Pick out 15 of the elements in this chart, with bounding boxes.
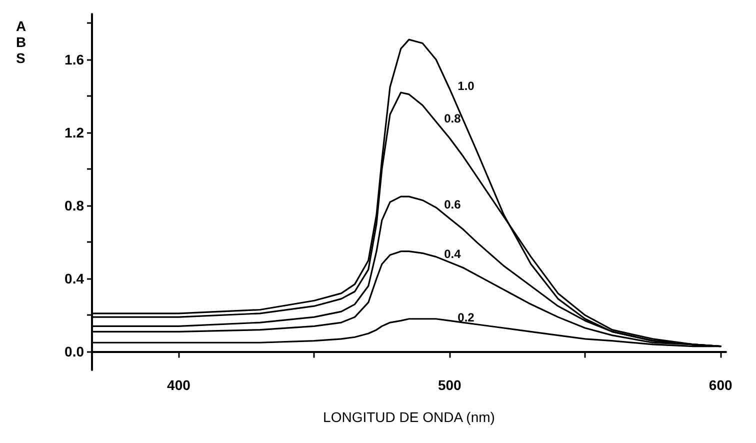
- x-tick-label: 600: [708, 377, 732, 393]
- y-tick-label: 0.0: [64, 344, 84, 360]
- y-axis-title: ABS: [16, 18, 26, 66]
- y-tick-label: 1.2: [64, 124, 84, 141]
- series-label: 0.4: [444, 246, 462, 261]
- y-tick-label: 1.6: [64, 52, 84, 68]
- x-tick-label: 400: [167, 377, 191, 393]
- y-tick-label: 0.8: [64, 198, 84, 214]
- series-label: 0.8: [444, 112, 462, 126]
- series-label: 0.2: [458, 310, 475, 325]
- x-axis-title: LONGITUD DE ONDA (nm): [323, 409, 495, 425]
- x-tick-label: 500: [438, 377, 462, 393]
- y-tick-label: 0.4: [64, 270, 84, 287]
- series-label: 1.0: [458, 78, 475, 93]
- series-label: 0.6: [444, 198, 462, 212]
